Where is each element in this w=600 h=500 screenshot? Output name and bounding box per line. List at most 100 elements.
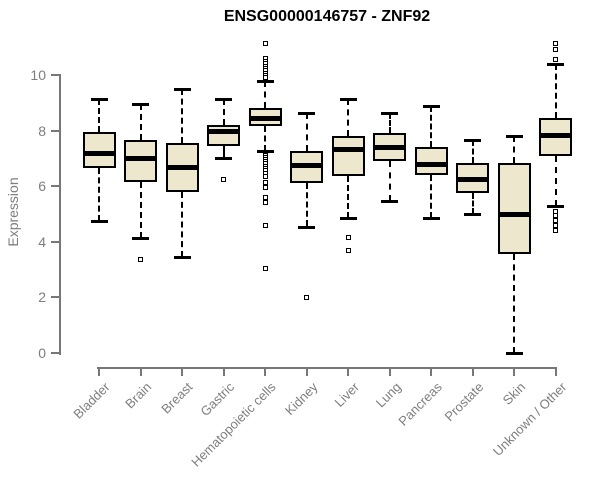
x-tick bbox=[222, 369, 225, 376]
outlier-point bbox=[553, 212, 558, 218]
x-tick-label: Prostate bbox=[441, 379, 487, 425]
median-line bbox=[82, 150, 116, 156]
whisker-cap-lower bbox=[173, 256, 191, 260]
whisker-lower bbox=[388, 161, 391, 202]
whisker-cap-upper bbox=[298, 111, 315, 115]
x-tick bbox=[554, 369, 557, 376]
y-tick-label: 2 bbox=[38, 289, 46, 306]
whisker-upper bbox=[305, 112, 308, 152]
whisker-cap-lower bbox=[256, 150, 274, 154]
whisker-upper bbox=[139, 104, 142, 141]
whisker-lower bbox=[139, 182, 142, 238]
median-line bbox=[414, 161, 448, 167]
y-tick-label: 6 bbox=[38, 178, 46, 195]
whisker-upper bbox=[430, 105, 432, 148]
x-axis-line bbox=[97, 367, 557, 369]
whisker-lower bbox=[222, 145, 225, 159]
whisker-upper bbox=[388, 112, 391, 134]
whisker-upper bbox=[264, 80, 266, 109]
whisker-cap-upper bbox=[339, 97, 357, 101]
x-tick-label: Pancreas bbox=[395, 379, 445, 429]
outlier-point bbox=[262, 40, 268, 46]
y-tick-label: 4 bbox=[38, 233, 46, 250]
outlier-point bbox=[262, 173, 268, 179]
x-tick bbox=[264, 369, 266, 376]
x-tick-label: Breast bbox=[158, 379, 196, 417]
y-tick-label: 8 bbox=[38, 122, 46, 139]
outlier-point bbox=[345, 235, 351, 241]
outlier-point bbox=[553, 222, 558, 228]
x-tick-label: Liver bbox=[331, 379, 362, 410]
box bbox=[331, 136, 365, 177]
y-tick bbox=[51, 352, 60, 354]
x-tick-label: Unknown / Other bbox=[489, 379, 570, 459]
x-tick bbox=[181, 369, 183, 376]
median-line bbox=[539, 132, 572, 138]
whisker-cap-lower bbox=[547, 204, 564, 208]
median-line bbox=[497, 212, 531, 217]
outlier-point bbox=[553, 228, 558, 234]
whisker-lower bbox=[347, 176, 349, 219]
outlier-point bbox=[138, 257, 143, 263]
whisker-upper bbox=[513, 136, 515, 163]
x-tick bbox=[388, 369, 391, 376]
whisker-cap-upper bbox=[173, 87, 191, 91]
y-tick-label: 0 bbox=[38, 345, 46, 361]
whisker-cap-lower bbox=[215, 157, 232, 161]
whisker-cap-upper bbox=[256, 79, 274, 83]
whisker-upper bbox=[98, 98, 100, 132]
x-tick bbox=[471, 369, 474, 376]
median-line bbox=[248, 116, 282, 122]
outlier-point bbox=[221, 176, 226, 182]
x-tick bbox=[347, 369, 349, 376]
whisker-upper bbox=[222, 98, 225, 126]
whisker-cap-upper bbox=[464, 139, 481, 143]
outlier-point bbox=[553, 57, 558, 63]
whisker-lower bbox=[554, 155, 557, 206]
chart-title: ENSG00000146757 - ZNF92 bbox=[223, 8, 431, 25]
x-tick-label: Bladder bbox=[70, 379, 113, 422]
y-tick bbox=[51, 129, 60, 132]
whisker-cap-upper bbox=[422, 104, 440, 108]
whisker-upper bbox=[554, 63, 557, 119]
whisker-cap-lower bbox=[422, 217, 440, 221]
x-tick bbox=[513, 369, 515, 376]
outlier-point bbox=[262, 185, 268, 191]
x-tick-label: Skin bbox=[499, 379, 528, 408]
whisker-lower bbox=[471, 193, 474, 214]
median-line bbox=[207, 128, 240, 134]
x-tick-label: Lung bbox=[372, 379, 404, 411]
x-tick-label: Kidney bbox=[281, 379, 321, 419]
outlier-point bbox=[262, 179, 268, 185]
whisker-cap-lower bbox=[90, 219, 108, 223]
outlier-point bbox=[304, 294, 309, 300]
y-tick bbox=[51, 296, 60, 299]
whisker-cap-upper bbox=[90, 97, 108, 101]
box bbox=[497, 162, 531, 255]
whisker-cap-upper bbox=[215, 97, 232, 101]
outlier-point bbox=[262, 75, 268, 81]
x-tick-label: Hematopoietic cells bbox=[188, 379, 279, 470]
y-tick bbox=[51, 185, 60, 188]
whisker-cap-lower bbox=[298, 225, 315, 229]
whisker-lower bbox=[264, 126, 266, 152]
whisker-cap-lower bbox=[464, 213, 481, 216]
whisker-lower bbox=[513, 254, 515, 353]
x-tick-label: Brain bbox=[122, 379, 155, 412]
x-tick bbox=[98, 369, 100, 376]
whisker-cap-lower bbox=[339, 217, 357, 221]
whisker-cap-lower bbox=[505, 352, 523, 355]
median-line bbox=[373, 145, 406, 151]
box bbox=[82, 131, 116, 169]
median-line bbox=[456, 177, 489, 183]
whisker-cap-upper bbox=[132, 103, 149, 107]
median-line bbox=[165, 164, 199, 170]
whisker-cap-lower bbox=[132, 236, 149, 240]
outlier-point bbox=[262, 265, 268, 271]
x-tick bbox=[305, 369, 308, 376]
outlier-point bbox=[553, 47, 558, 53]
whisker-lower bbox=[430, 175, 432, 219]
y-tick-label: 10 bbox=[30, 67, 46, 83]
